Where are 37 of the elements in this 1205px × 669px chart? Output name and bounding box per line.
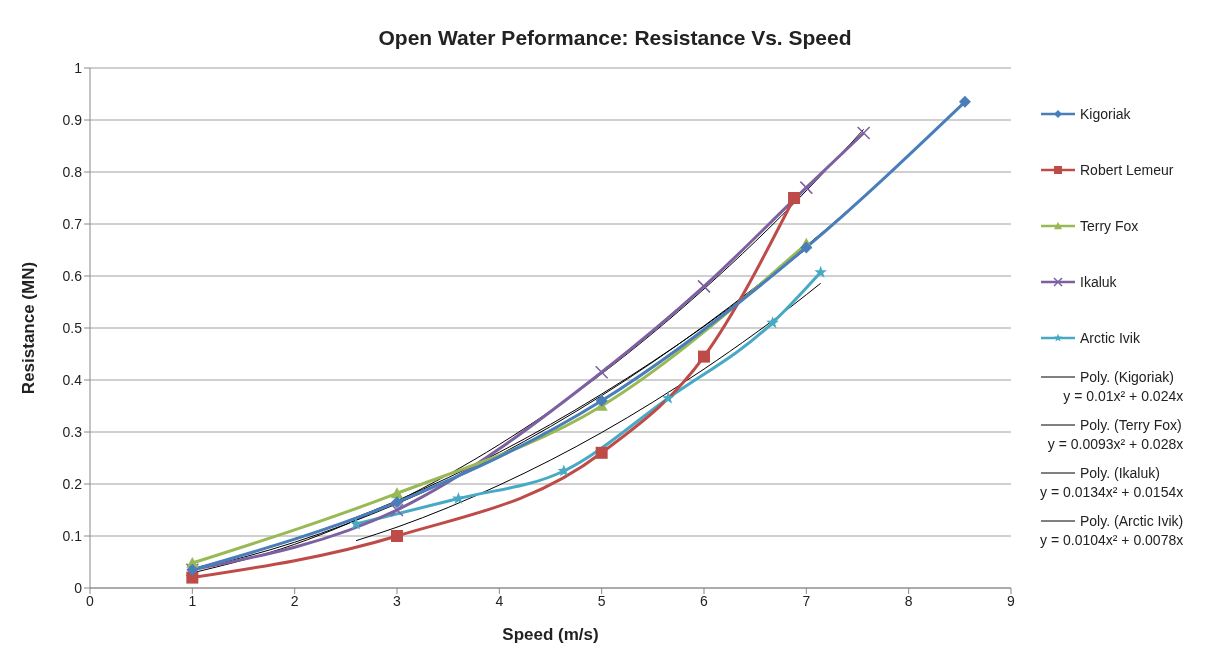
y-tick-label: 1 bbox=[74, 59, 83, 76]
legend-label: Robert Lemeur bbox=[1080, 162, 1174, 178]
x-axis-title: Speed (m/s) bbox=[502, 625, 599, 644]
legend-label: Terry Fox bbox=[1080, 218, 1139, 234]
legend-label: Ikaluk bbox=[1080, 274, 1117, 290]
y-tick-label: 0.1 bbox=[62, 527, 83, 544]
y-tick-label: 0.6 bbox=[62, 267, 83, 284]
x-tick-label: 1 bbox=[188, 592, 197, 609]
legend-label: Arctic Ivik bbox=[1080, 330, 1140, 346]
y-tick-label: 0.7 bbox=[62, 215, 83, 232]
x-tick-label: 2 bbox=[290, 592, 299, 609]
text: y = 0.0104x² + 0.0078x bbox=[1040, 532, 1184, 550]
legend-label: Kigoriak bbox=[1080, 106, 1131, 122]
x-tick-label: 3 bbox=[393, 592, 402, 609]
y-tick-label: 0.2 bbox=[62, 475, 83, 492]
y-tick-label: 0.9 bbox=[62, 111, 83, 128]
x-tick-label: 4 bbox=[495, 592, 504, 609]
text: y = 0.0134x² + 0.0154x bbox=[1040, 484, 1184, 502]
y-tick-label: 0.5 bbox=[62, 319, 83, 336]
legend-label: Poly. (Arctic Ivik) bbox=[1080, 513, 1184, 529]
text: y = 0.01x² + 0.024x bbox=[1062, 388, 1184, 406]
x-tick-label: 8 bbox=[904, 592, 913, 609]
x-tick-label: 5 bbox=[597, 592, 606, 609]
x-tick-label: 6 bbox=[700, 592, 709, 609]
text: y = 0.0093x² + 0.028x bbox=[1046, 436, 1184, 454]
x-tick-label: 7 bbox=[802, 592, 811, 609]
y-tick-label: 0.8 bbox=[62, 163, 83, 180]
legend-label: Poly. (Ikaluk) bbox=[1080, 465, 1160, 481]
x-tick-label: 0 bbox=[86, 592, 95, 609]
legend-label: Poly. (Kigoriak) bbox=[1080, 369, 1174, 385]
y-axis-title: Resistance (MN) bbox=[19, 261, 39, 395]
chart-title: Open Water Peformance: Resistance Vs. Speed bbox=[377, 26, 853, 50]
y-tick-label: 0.3 bbox=[62, 423, 83, 440]
y-tick-label: 0 bbox=[74, 579, 83, 596]
y-tick-label: 0.4 bbox=[62, 371, 83, 388]
x-tick-label: 9 bbox=[1007, 592, 1016, 609]
legend-label: Poly. (Terry Fox) bbox=[1080, 417, 1182, 433]
